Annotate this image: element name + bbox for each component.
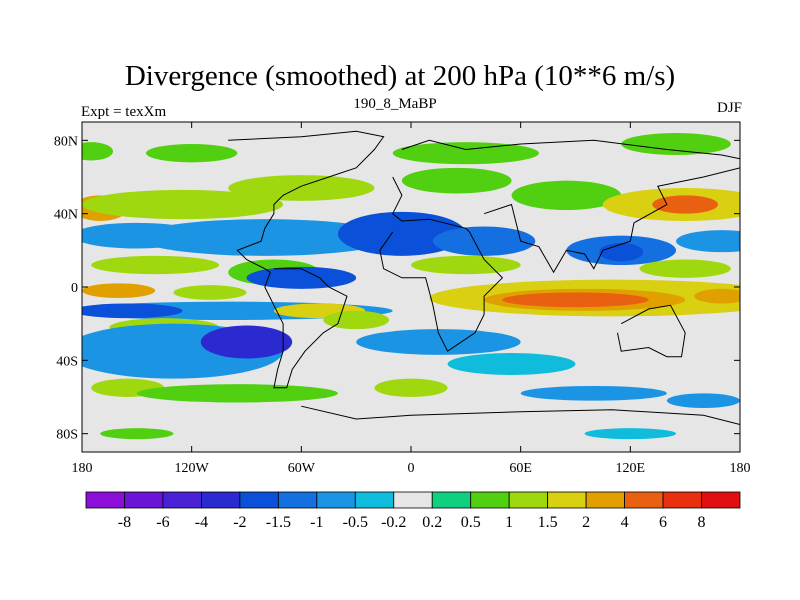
divergence-region-22 (246, 266, 357, 289)
colorbar-label: 2 (582, 514, 590, 531)
divergence-region-35 (200, 325, 293, 359)
colorbar-label: 1.5 (538, 514, 558, 531)
divergence-region-7 (82, 142, 114, 161)
divergence-region-40 (374, 378, 448, 398)
y-tick-label: 40N (54, 208, 78, 223)
colorbar-swatch (470, 491, 510, 509)
divergence-region-27 (502, 292, 649, 308)
colorbar-swatch (354, 491, 395, 509)
divergence-region-41 (520, 386, 667, 401)
y-tick-label: 80N (54, 134, 78, 149)
divergence-region-17 (676, 230, 740, 253)
divergence-region-1 (82, 189, 284, 220)
divergence-region-18 (91, 255, 220, 275)
colorbar-swatch (124, 491, 164, 509)
colorbar-label: -4 (195, 514, 208, 531)
colorbar-swatch (701, 491, 741, 509)
colorbar-label: -2 (233, 514, 246, 531)
x-tick-label: 180 (72, 461, 93, 476)
coastline-5 (301, 405, 740, 425)
divergence-region-2 (228, 175, 375, 201)
x-tick-label: 180 (730, 461, 751, 476)
coastline-2 (379, 176, 504, 352)
colorbar-swatch (393, 491, 433, 509)
x-tick-label: 120E (616, 461, 646, 476)
divergence-region-36 (356, 329, 521, 355)
divergence-region-44 (584, 428, 677, 440)
divergence-region-14 (432, 226, 536, 256)
coastline-3 (483, 167, 740, 274)
colorbar-label: 6 (659, 514, 667, 531)
divergence-region-9 (392, 142, 539, 165)
colorbar-swatch (85, 491, 125, 509)
divergence-region-39 (136, 384, 338, 403)
divergence-region-43 (100, 428, 174, 440)
chart-title: Divergence (smoothed) at 200 hPa (10**6 … (124, 60, 676, 92)
coastline-1 (401, 139, 740, 160)
colorbar-label: -6 (156, 514, 169, 531)
divergence-region-4 (511, 180, 622, 210)
divergence-region-3 (401, 167, 512, 194)
coastline-4 (617, 304, 686, 358)
colorbar-label: -1 (310, 514, 323, 531)
colorbar-swatch (547, 491, 587, 509)
divergence-region-10 (621, 133, 731, 155)
colorbar-swatch (431, 491, 472, 509)
y-tick-label: 80S (56, 428, 78, 443)
colorbar-swatch (239, 491, 279, 509)
colorbar-label: 1 (505, 514, 513, 531)
x-tick-label: 120W (175, 461, 210, 476)
colorbar-swatch (316, 491, 356, 509)
divergence-region-21 (639, 259, 731, 278)
divergence-region-37 (447, 353, 576, 375)
divergence-region-16 (599, 243, 644, 262)
colorbar-label: -8 (118, 514, 131, 531)
colorbar-swatch (662, 491, 702, 509)
divergence-region-12 (136, 219, 393, 256)
coastline-0 (228, 130, 385, 389)
season-label: DJF (716, 100, 742, 116)
colorbar-swatch (201, 491, 241, 509)
colorbar-swatch (585, 491, 625, 509)
x-tick-label: 0 (408, 461, 415, 476)
divergence-region-13 (337, 211, 466, 256)
run-label: 190_8_MaBP (353, 96, 437, 112)
divergence-region-42 (666, 393, 740, 408)
colorbar-label: 0.5 (461, 514, 481, 531)
y-tick-label: 40S (56, 354, 78, 369)
divergence-region-8 (145, 144, 238, 163)
divergence-region-24 (173, 285, 247, 300)
divergence-region-30 (82, 303, 183, 319)
colorbar-label: 0.2 (422, 514, 442, 531)
colorbar-swatch (624, 491, 664, 509)
colorbar-label: -0.2 (381, 514, 406, 531)
divergence-region-28 (694, 288, 740, 304)
divergence-region-20 (411, 255, 521, 275)
divergence-region-33 (323, 310, 390, 330)
colorbar-label: 4 (621, 514, 629, 531)
experiment-label: Expt = texXm (81, 104, 167, 120)
x-tick-label: 60E (509, 461, 532, 476)
colorbar-label: 8 (698, 514, 706, 531)
colorbar-swatch (277, 491, 318, 509)
colorbar-swatch (508, 491, 549, 509)
x-tick-label: 60W (288, 461, 316, 476)
y-tick-label: 0 (71, 281, 78, 296)
colorbar-swatch (162, 491, 202, 509)
colorbar-label: -0.5 (343, 514, 368, 531)
divergence-region-23 (82, 283, 156, 298)
divergence-region-6 (652, 195, 719, 214)
colorbar-label: -1.5 (266, 514, 291, 531)
